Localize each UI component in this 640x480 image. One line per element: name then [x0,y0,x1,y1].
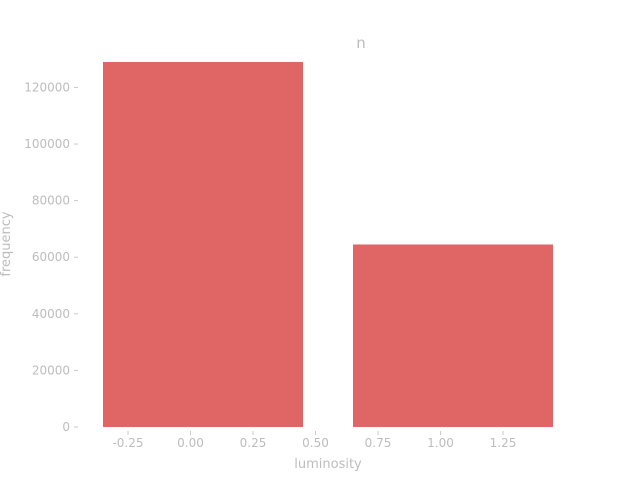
x-tick-label: 1.25 [490,436,517,450]
y-tick-label: 80000 [32,194,70,208]
bars-group [103,61,553,427]
y-tick-label: 40000 [32,307,70,321]
y-axis: 0 20000 40000 60000 80000 100000 120000 [24,80,78,434]
x-tick-label: 0.75 [365,436,392,450]
x-tick-label: 0.25 [240,436,267,450]
y-tick-label: 0 [62,420,70,434]
y-axis-label: frequency [0,211,14,277]
x-tick-label: 0.00 [177,436,204,450]
x-axis: -0.25 0.00 0.25 0.50 0.75 1.00 1.25 [112,431,516,450]
y-tick-label: 60000 [32,250,70,264]
chart-title: n [356,34,366,52]
y-tick-label: 20000 [32,363,70,377]
x-axis-label: luminosity [294,457,362,472]
x-tick-label: 1.00 [427,436,454,450]
x-tick-label: -0.25 [112,436,143,450]
y-tick-label: 100000 [24,137,70,151]
x-tick-label: 0.50 [302,436,329,450]
y-tick-label: 120000 [24,80,70,94]
bar-1 [353,244,553,427]
bar-0 [103,61,303,427]
